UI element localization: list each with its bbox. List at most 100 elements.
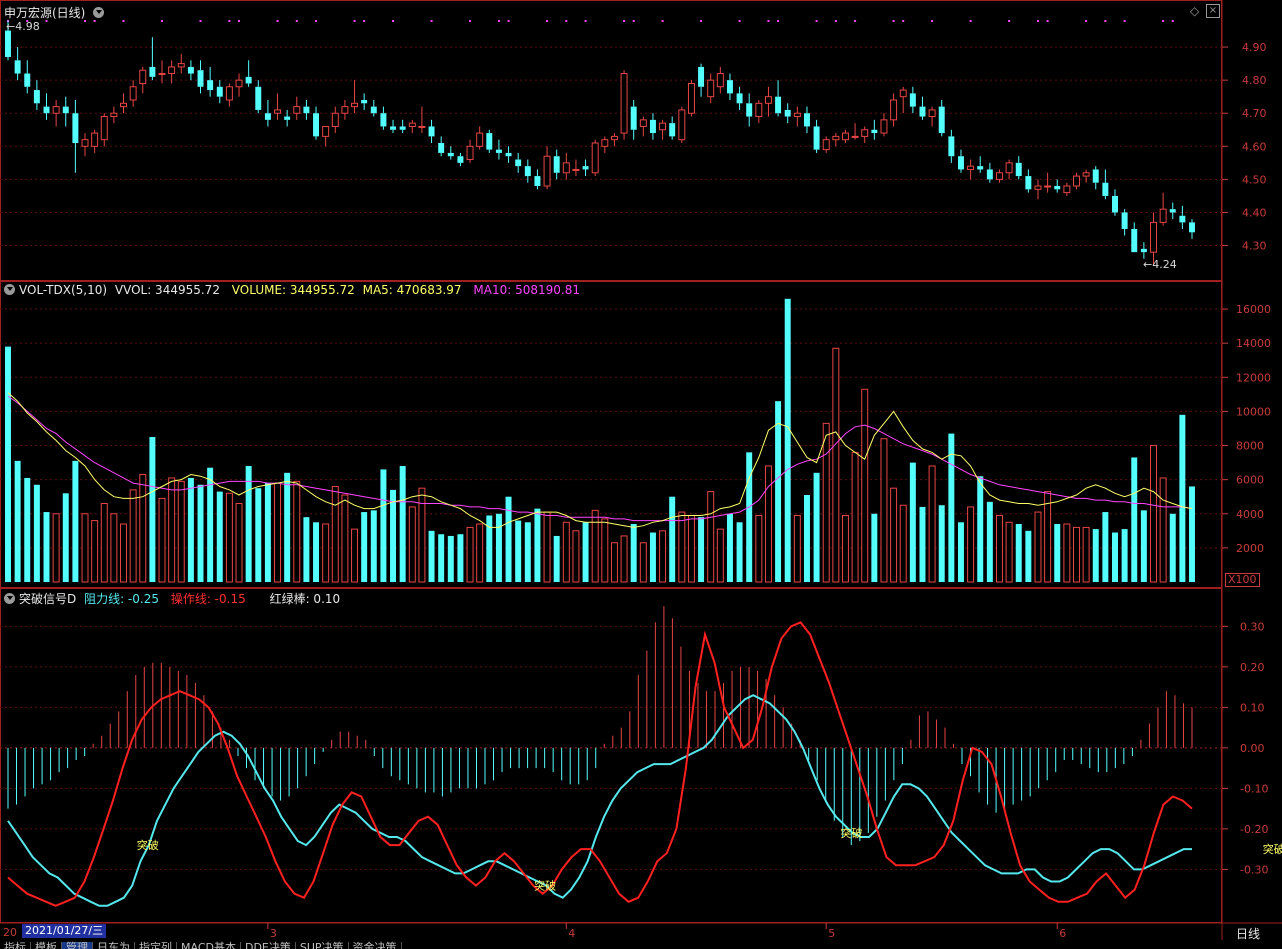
volume-panel-title: VOL-TDX(5,10) VVOL: 344955.72 VOLUME: 34… [4, 283, 580, 297]
candle-body-down [438, 143, 445, 153]
signal-tick-label: -0.30 [1240, 863, 1268, 876]
candle-body-up [928, 109, 936, 118]
operation-line [7, 621, 1193, 907]
candle-body-up [620, 73, 628, 134]
signal-dot [93, 20, 96, 22]
volume-bar-down [1169, 513, 1176, 582]
signal-tick-label: -0.10 [1240, 782, 1268, 795]
volume-bar-up [764, 465, 772, 583]
signal-dot [815, 20, 818, 22]
volume-ma-lines [7, 392, 1193, 528]
volume-tick-label: 8000 [1236, 440, 1264, 453]
volume-bar-down [399, 466, 406, 582]
volume-bar-up [322, 523, 330, 583]
volume-bar-down [784, 298, 791, 582]
indicator-tab[interactable]: 管理 [62, 942, 93, 949]
volume-bar-down [447, 535, 454, 582]
indicator-tab[interactable]: 指标 [0, 942, 31, 949]
candle-body-up [678, 109, 686, 141]
period-label[interactable]: 日线 [1236, 927, 1261, 941]
candle-body-down [1131, 229, 1138, 253]
dropdown-icon[interactable] [93, 7, 105, 18]
low-marker-value: 4.24 [1152, 258, 1177, 271]
volume-bar-up [639, 542, 647, 583]
indicator-tab[interactable]: SUP决策 [296, 942, 349, 949]
candle-body-down [736, 93, 743, 104]
signal-gridlines [0, 625, 1222, 870]
candle-body-down [303, 106, 310, 114]
dropdown-icon[interactable] [4, 593, 15, 604]
price-tick-label: 4.40 [1242, 206, 1267, 219]
volume-bar-down [62, 493, 69, 582]
volume-bar-up [1005, 521, 1013, 583]
candle-body-up [995, 172, 1003, 180]
candle-body-up [466, 145, 474, 161]
volume-bar-up [793, 514, 801, 583]
price-panel-title: 申万宏源(日线) [4, 4, 108, 21]
candle-body-up [562, 162, 570, 174]
volume-bar-down [438, 534, 445, 582]
signal-dot [700, 20, 703, 22]
candle-body-down [284, 116, 291, 120]
volume-bar-down [245, 466, 252, 582]
indicator-tab[interactable]: 模板 [31, 942, 62, 949]
dropdown-icon[interactable] [4, 284, 15, 295]
signal-dot [1046, 20, 1049, 22]
candle-body-up [764, 96, 772, 104]
volume-bar-down [149, 437, 156, 582]
signal-panel-title: 突破信号D 阻力线: -0.25 操作线: -0.15 红绿棒: 0.10 [4, 590, 340, 607]
volume-bar-up [331, 485, 339, 583]
indicator-tab-bar: 指标 模板 管理 日东为 指定列 MACD基本 DDE决策 SUP决策 资金决策 [0, 941, 1222, 949]
volume-bar-down [909, 462, 916, 582]
volume-bar-up [139, 474, 147, 583]
date-cursor: 2021/01/27/三 [22, 924, 107, 938]
indicator-tab[interactable]: 资金决策 [349, 942, 402, 949]
signal-dot [1085, 20, 1088, 22]
signal-dot [363, 20, 366, 22]
volume-bar-down [284, 472, 291, 582]
candle-body-up [331, 112, 339, 127]
volume-bar-down [5, 346, 11, 582]
volume-bar-down [390, 489, 397, 582]
candle-body-down [380, 113, 387, 127]
candle-body-down [5, 30, 11, 57]
signal-dot [777, 20, 780, 22]
indicator-tab[interactable]: 日东为 [93, 942, 135, 949]
signal-dot [26, 20, 29, 22]
indicator-tab[interactable]: MACD基本 [177, 942, 241, 949]
volume-bar-up [110, 513, 118, 583]
candle-body-down [803, 113, 810, 127]
volume-bar-down [1054, 524, 1061, 582]
resistance-line [7, 694, 1192, 907]
volume-bar-up [601, 518, 609, 583]
signal-dot [45, 20, 48, 22]
indicator-tab[interactable]: DDE决策 [241, 942, 296, 949]
volume-bar-up [1159, 477, 1167, 583]
volume-bar-down [361, 512, 368, 582]
volume-bar-up [610, 542, 618, 583]
signal-dot [1162, 20, 1165, 22]
indicator-tab[interactable]: 指定列 [135, 942, 177, 949]
candle-body-up [1044, 185, 1052, 188]
volume-bar-up [841, 514, 849, 583]
x-tick-label: 4 [568, 927, 575, 940]
signal-tick-label: 0.10 [1240, 701, 1265, 714]
volume-tick-label: 6000 [1236, 474, 1264, 487]
candle-body-up [755, 102, 763, 118]
volume-bar-down [33, 484, 40, 582]
volume-bar-down [803, 495, 810, 582]
resistance-value: 阻力线: -0.25 [84, 592, 159, 606]
candle-body-up [177, 63, 185, 68]
diamond-icon[interactable]: ◇ [1190, 4, 1200, 18]
candle-body-down [33, 90, 40, 104]
volume-tick-label: 2000 [1236, 542, 1264, 555]
candle-body-down [255, 86, 262, 110]
volume-bar-up [899, 504, 907, 583]
candle-body-down [245, 76, 252, 84]
close-icon[interactable]: × [1206, 4, 1220, 18]
volume-bar-down [486, 515, 493, 582]
candle-body-down [399, 126, 406, 130]
candle-body-up [168, 66, 176, 75]
candle-body-up [1063, 185, 1071, 194]
